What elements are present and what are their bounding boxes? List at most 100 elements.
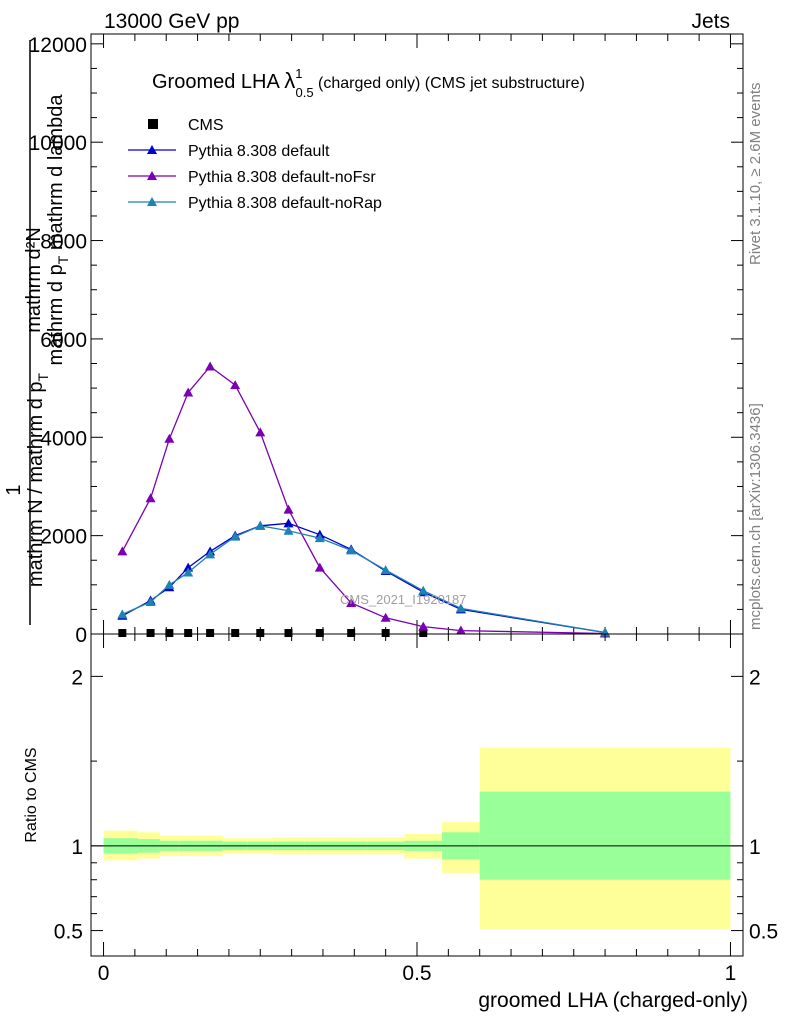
title-main: Groomed LHA [152, 71, 284, 93]
series-3-point [346, 545, 357, 555]
series-2-point [230, 380, 241, 390]
ylabel-prefactor-sub: T [35, 372, 51, 381]
legend-label: Pythia 8.308 default [188, 143, 330, 160]
ratio-ytick-label: 2 [71, 666, 83, 689]
legend-marker-cms [148, 119, 158, 129]
data-point-cms [256, 629, 265, 638]
data-point-cms [118, 629, 127, 638]
legend-label: Pythia 8.308 default-noFsr [188, 169, 376, 186]
title-rest: (charged only) (CMS jet substructure) [314, 75, 585, 92]
main-series [117, 361, 611, 638]
data-point-cms [206, 629, 215, 638]
ratio-bands [103, 747, 731, 929]
series-2-point [205, 361, 216, 371]
svg-text:mathrm d²N: mathrm d²N [23, 227, 45, 333]
chart-title: Groomed LHA λ1 0.5 (charged only) (CMS je… [152, 66, 585, 100]
side-label-top: Rivet 3.1.10, ≥ 2.6M events [747, 83, 764, 266]
main-ytick-label: 8000 [40, 231, 87, 254]
watermark: CMS_2021_I1920187 [340, 592, 467, 607]
main-ytick-label: 10000 [29, 132, 87, 155]
ratio-axis-ticks: 0.5 0.5 1 1 2 2 0 0.5 1 [54, 634, 778, 985]
series-1-point [183, 562, 194, 572]
header-right: Jets [691, 10, 730, 33]
xtick-label: 0.5 [402, 962, 431, 985]
data-point-cms [419, 629, 428, 638]
ylabel-prefactor-top: 1 [3, 484, 25, 495]
series-3-point [164, 579, 175, 589]
series-2-point [164, 433, 175, 443]
data-point-cms [165, 629, 174, 638]
main-y-label: mathrm d²N mathrm d pT mathrm d lambda 1… [3, 40, 71, 625]
svg-text:mathrm d pT mathrm d lambda: mathrm d pT mathrm d lambda [45, 94, 71, 366]
main-ytick-label: 12000 [29, 34, 87, 57]
series-3-point [380, 565, 391, 575]
series-3-point [183, 567, 194, 577]
series-3-point [117, 609, 128, 619]
series-2-point [346, 598, 357, 608]
legend-label: Pythia 8.308 default-noRap [188, 195, 382, 212]
ratio-ytick-label: 1 [71, 836, 83, 859]
series-1-point [283, 518, 294, 528]
ylabel-numerator: mathrm d²N [23, 227, 45, 333]
ratio-y-label: Ratio to CMS [23, 747, 40, 842]
series-1-line [121, 522, 606, 634]
series-3-point [205, 549, 216, 559]
main-ytick-label: 2000 [40, 526, 87, 549]
ylabel-denominator-sub: T [55, 255, 71, 264]
ratio-ytick-label: 0.5 [54, 921, 83, 944]
series-2-point [183, 387, 194, 397]
data-point-cms [146, 629, 155, 638]
ratio-ytick-label-right: 0.5 [749, 921, 778, 944]
data-point-cms [284, 629, 293, 638]
ratio-stat-band [479, 791, 731, 880]
legend-label: CMS [188, 117, 224, 134]
data-point-cms [347, 629, 356, 638]
series-2-line [121, 365, 606, 635]
ylabel-denominator: mathrm d p [45, 264, 67, 365]
data-point-cms [184, 629, 193, 638]
xtick-label: 0 [98, 962, 110, 985]
xtick-label: 1 [725, 962, 737, 985]
legend-marker [147, 145, 157, 154]
series-3-point [418, 585, 429, 595]
header-left: 13000 GeV pp [104, 10, 239, 33]
data-point-cms [231, 629, 240, 638]
title-lambda: λ [284, 68, 295, 93]
series-3-point [314, 533, 325, 543]
ylabel-denominator-rest: mathrm d lambda [45, 94, 67, 256]
main-ytick-label: 6000 [40, 329, 87, 352]
series-2-point [145, 493, 156, 503]
series-3-point [283, 525, 294, 535]
legend-marker [147, 171, 157, 180]
series-3-line [122, 525, 606, 634]
main-ytick-label: 0 [75, 624, 87, 647]
series-3-point [230, 531, 241, 541]
series-2-point [455, 625, 466, 635]
series-2-point [380, 612, 391, 622]
series-3-point [255, 520, 266, 530]
ratio-frame [90, 633, 744, 957]
main-axis-ticks: 0 2000 4000 6000 8000 10000 12000 [29, 34, 743, 647]
ratio-ytick-label-right: 2 [749, 666, 761, 689]
data-point-cms [381, 629, 390, 638]
ratio-panel: 0.5 0.5 1 1 2 2 0 0.5 1 Ratio to CMS groomed LHA… [23, 633, 778, 1012]
series-3-point [145, 597, 156, 607]
legend-marker [147, 197, 157, 206]
legend: CMS Pythia 8.308 default Pythia 8.308 defa… [128, 117, 382, 212]
series-2-point [255, 427, 266, 437]
series-2-point [283, 504, 294, 514]
svg-text:mathrm N / mathrm d pT: mathrm N / mathrm d pT [25, 372, 51, 587]
side-label-bottom: mcplots.cern.ch [arXiv:1306.3436] [747, 403, 764, 630]
series-2-point [117, 546, 128, 556]
main-panel: 0 2000 4000 6000 8000 10000 12000 mathrm d²N m… [3, 33, 744, 647]
x-axis-label: groomed LHA (charged-only) [478, 989, 748, 1012]
main-ytick-label: 4000 [40, 427, 87, 450]
ratio-ytick-label-right: 1 [749, 836, 761, 859]
data-point-cms [315, 629, 324, 638]
series-3-point [455, 603, 466, 613]
series-2-point [314, 562, 325, 572]
title-sup: 1 [295, 66, 302, 81]
title-sub: 0.5 [296, 85, 314, 100]
series-2-point [418, 621, 429, 631]
